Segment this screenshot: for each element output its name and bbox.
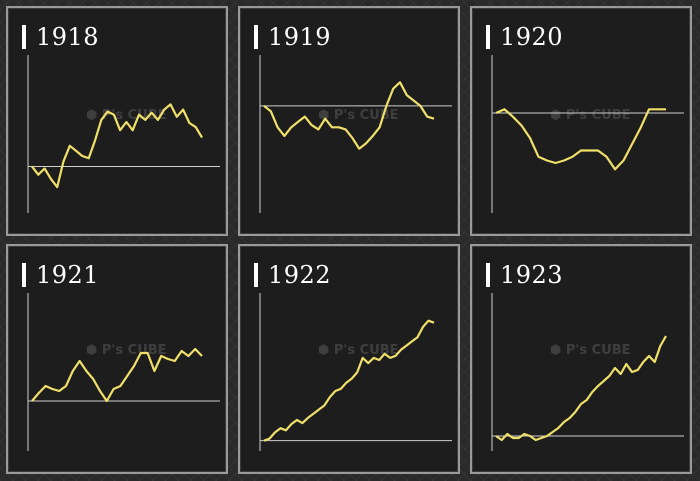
title-accent-bar [486, 25, 490, 49]
line-chart-1921 [27, 293, 220, 451]
title-accent-bar [254, 25, 258, 49]
title-accent-bar [486, 263, 490, 287]
title-accent-bar [22, 263, 26, 287]
line-chart-1922 [259, 293, 452, 451]
chart-title-group: 1923 [486, 260, 563, 290]
chart-title-group: 1919 [254, 22, 331, 52]
chart-title: 1922 [268, 261, 332, 289]
series-line [263, 319, 435, 442]
chart-title: 1920 [500, 23, 564, 51]
chart-panel-1921: 1921 ⬢ P's CUBE [6, 244, 228, 474]
chart-title-group: 1920 [486, 22, 563, 52]
chart-title: 1918 [36, 23, 100, 51]
chart-title: 1919 [268, 23, 332, 51]
chart-title-group: 1921 [22, 260, 99, 290]
series-line [31, 103, 203, 189]
series-line [495, 108, 666, 171]
chart-title: 1921 [36, 261, 100, 289]
title-accent-bar [254, 263, 258, 287]
chart-panel-1922: 1922 ⬢ P's CUBE [238, 244, 460, 474]
chart-title-group: 1922 [254, 260, 331, 290]
chart-title-group: 1918 [22, 22, 99, 52]
line-chart-1918 [27, 55, 220, 213]
series-line [495, 335, 667, 442]
chart-panel-1919: 1919 ⬢ P's CUBE [238, 6, 460, 236]
line-chart-1920 [491, 55, 684, 213]
chart-title: 1923 [500, 261, 564, 289]
series-line [263, 81, 435, 150]
line-chart-1919 [259, 55, 452, 213]
line-chart-1923 [491, 293, 684, 451]
series-line [31, 347, 203, 403]
chart-panel-1923: 1923 ⬢ P's CUBE [470, 244, 692, 474]
title-accent-bar [22, 25, 26, 49]
chart-panel-1918: 1918 ⬢ P's CUBE [6, 6, 228, 236]
chart-panel-1920: 1920 ⬢ P's CUBE [470, 6, 692, 236]
